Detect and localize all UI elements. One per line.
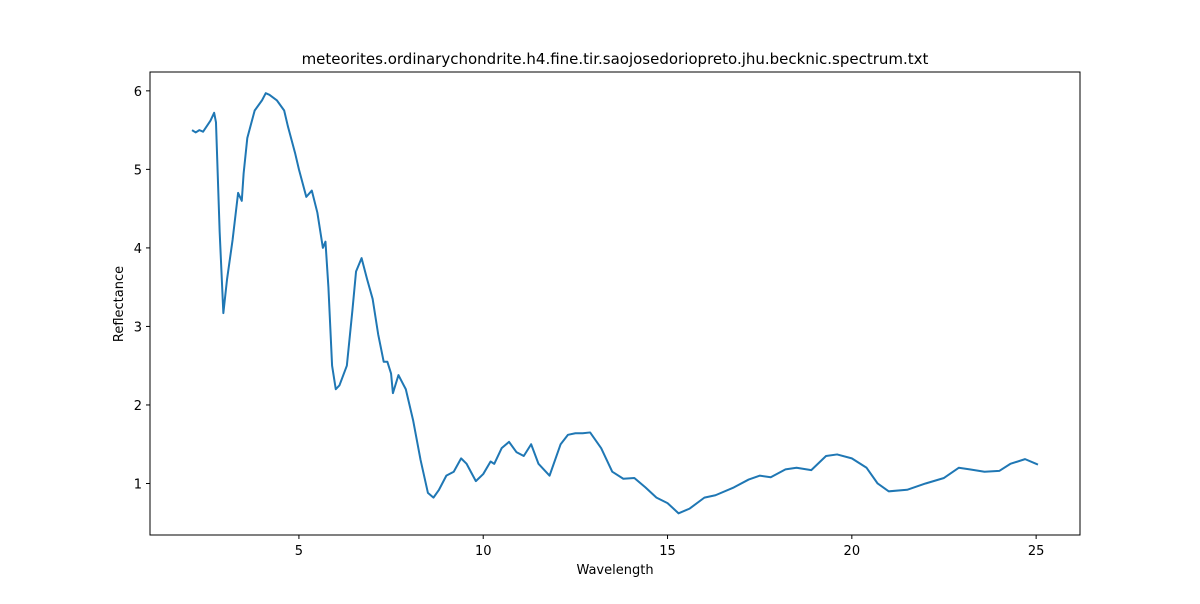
y-tick-label: 6 xyxy=(134,85,142,100)
x-tick-label: 10 xyxy=(475,544,492,559)
chart-title: meteorites.ordinarychondrite.h4.fine.tir… xyxy=(302,50,929,68)
y-axis-label: Reflectance xyxy=(112,266,127,342)
x-tick-label: 20 xyxy=(844,544,861,559)
line xyxy=(191,92,1039,515)
x-tick-label: 25 xyxy=(1028,544,1045,559)
x-tick-label: 15 xyxy=(659,544,676,559)
plot-frame xyxy=(149,71,1081,536)
y-tick-label: 4 xyxy=(134,242,142,257)
y-tick-label: 1 xyxy=(134,477,142,492)
y-tick-label: 3 xyxy=(134,320,142,335)
y-tick-label: 5 xyxy=(134,163,142,178)
x-tick-label: 5 xyxy=(295,544,303,559)
x-axis-label: Wavelength xyxy=(576,563,653,578)
y-tick-label: 2 xyxy=(134,399,142,414)
